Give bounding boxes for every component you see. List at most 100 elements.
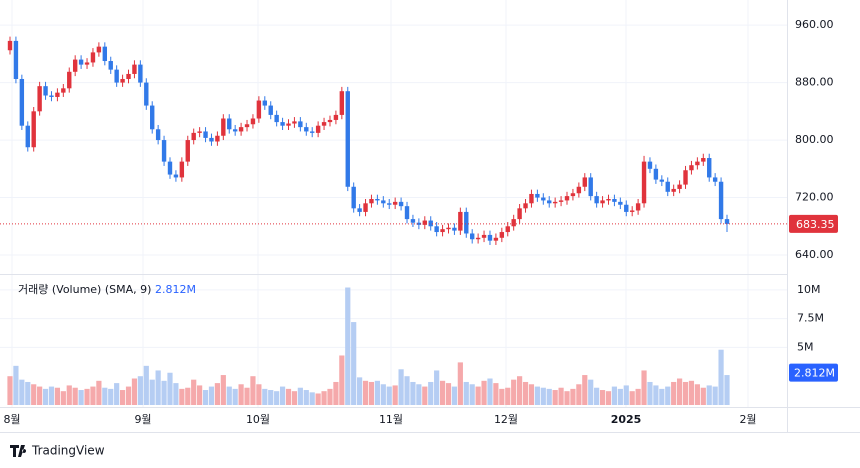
candle-body	[541, 197, 546, 201]
volume-bar	[653, 385, 659, 405]
volume-bar	[451, 386, 458, 405]
volume-bar	[712, 386, 718, 405]
volume-bar	[31, 384, 37, 405]
candle-body	[387, 203, 392, 205]
volume-bar	[422, 386, 428, 405]
candle-body	[422, 220, 427, 225]
volume-bar	[665, 386, 671, 405]
candle-body	[588, 177, 593, 197]
volume-title: 거래량 (Volume) (SMA, 9)	[18, 283, 151, 296]
candle-body	[49, 95, 54, 97]
volume-bar	[197, 385, 203, 405]
volume-bar	[149, 379, 155, 405]
candle-body	[345, 91, 350, 187]
volume-bar	[647, 381, 653, 405]
candle-body	[244, 124, 250, 128]
volume-bar	[540, 387, 546, 405]
volume-bar	[66, 385, 72, 405]
last-price-badge	[789, 214, 838, 233]
volume-bar	[469, 384, 475, 405]
volume-bar	[339, 355, 345, 405]
volume-bar	[315, 393, 321, 405]
candle-body	[102, 46, 108, 62]
candle-body	[375, 198, 380, 201]
candle-body	[381, 200, 386, 204]
volume-bar	[582, 375, 588, 405]
candle-body	[96, 46, 102, 53]
volume-bar	[599, 390, 606, 405]
y-tick-label: 960.00	[795, 18, 834, 31]
candle-body	[203, 131, 208, 138]
volume-bar	[499, 388, 505, 405]
volume-bar	[682, 381, 689, 405]
volume-bar	[428, 381, 434, 405]
volume-bar	[493, 383, 499, 405]
candle-body	[310, 131, 315, 133]
candle-body	[624, 204, 629, 212]
x-tick-label: 8월	[3, 413, 20, 426]
plot	[0, 36, 787, 405]
volume-sma-badge	[789, 363, 838, 382]
y-tick-label: 800.00	[795, 133, 834, 146]
volume-sma-legend: 2.812M	[155, 283, 196, 296]
candle-body	[718, 181, 724, 220]
volume-bar	[374, 380, 380, 405]
candle-body	[677, 184, 682, 189]
candle-body	[357, 208, 362, 212]
volume-bar	[114, 383, 120, 405]
candle-body	[185, 140, 190, 162]
candle-body	[339, 91, 345, 115]
volume-bar	[244, 387, 250, 405]
volume-bar	[48, 386, 55, 405]
volume-bar	[688, 380, 695, 405]
volume-bar	[185, 387, 191, 405]
candle-body	[629, 210, 635, 212]
candle-body	[150, 105, 155, 130]
candle-body	[238, 127, 244, 132]
volume-bar	[155, 370, 161, 405]
candle-body	[268, 105, 273, 115]
candle-body	[333, 114, 339, 120]
candle-body	[701, 158, 706, 162]
candle-body	[161, 140, 167, 162]
candle-body	[67, 71, 72, 89]
x-tick-label: 9월	[134, 413, 151, 426]
candle-body	[90, 52, 96, 63]
volume-bar	[256, 384, 262, 405]
candle-body	[155, 129, 161, 141]
candle-body	[523, 203, 528, 209]
candle-body	[114, 69, 119, 83]
volume-bar	[629, 391, 635, 405]
volume-bar	[137, 376, 143, 405]
candle-body	[653, 168, 659, 180]
candle-body	[564, 196, 570, 201]
volume-bar	[588, 379, 594, 405]
last-price-label: 683.35	[796, 218, 835, 231]
candle-body	[78, 59, 84, 65]
volume-bar	[605, 391, 612, 405]
candle-body	[250, 118, 256, 125]
candle-body	[215, 135, 220, 142]
volume-bar	[546, 388, 552, 405]
candle-body	[256, 100, 262, 119]
candle-body	[392, 201, 398, 205]
volume-bar	[410, 381, 416, 405]
candle-body	[31, 111, 36, 148]
candle-body	[197, 131, 202, 133]
candle-body	[659, 179, 665, 182]
volume-bar	[13, 365, 19, 405]
volume-bar	[659, 388, 665, 405]
candle-body	[232, 129, 238, 132]
candle-body	[458, 211, 463, 231]
volume-bar	[167, 372, 173, 405]
volume-bar	[60, 391, 66, 405]
volume-bar	[125, 386, 132, 405]
x-tick-label: 11월	[379, 413, 403, 426]
candle-body	[286, 123, 291, 126]
candle-body	[13, 40, 19, 79]
volume-bar	[42, 388, 49, 405]
candle-body	[511, 219, 516, 227]
volume-bar	[108, 388, 114, 405]
volume-bar	[179, 388, 185, 405]
